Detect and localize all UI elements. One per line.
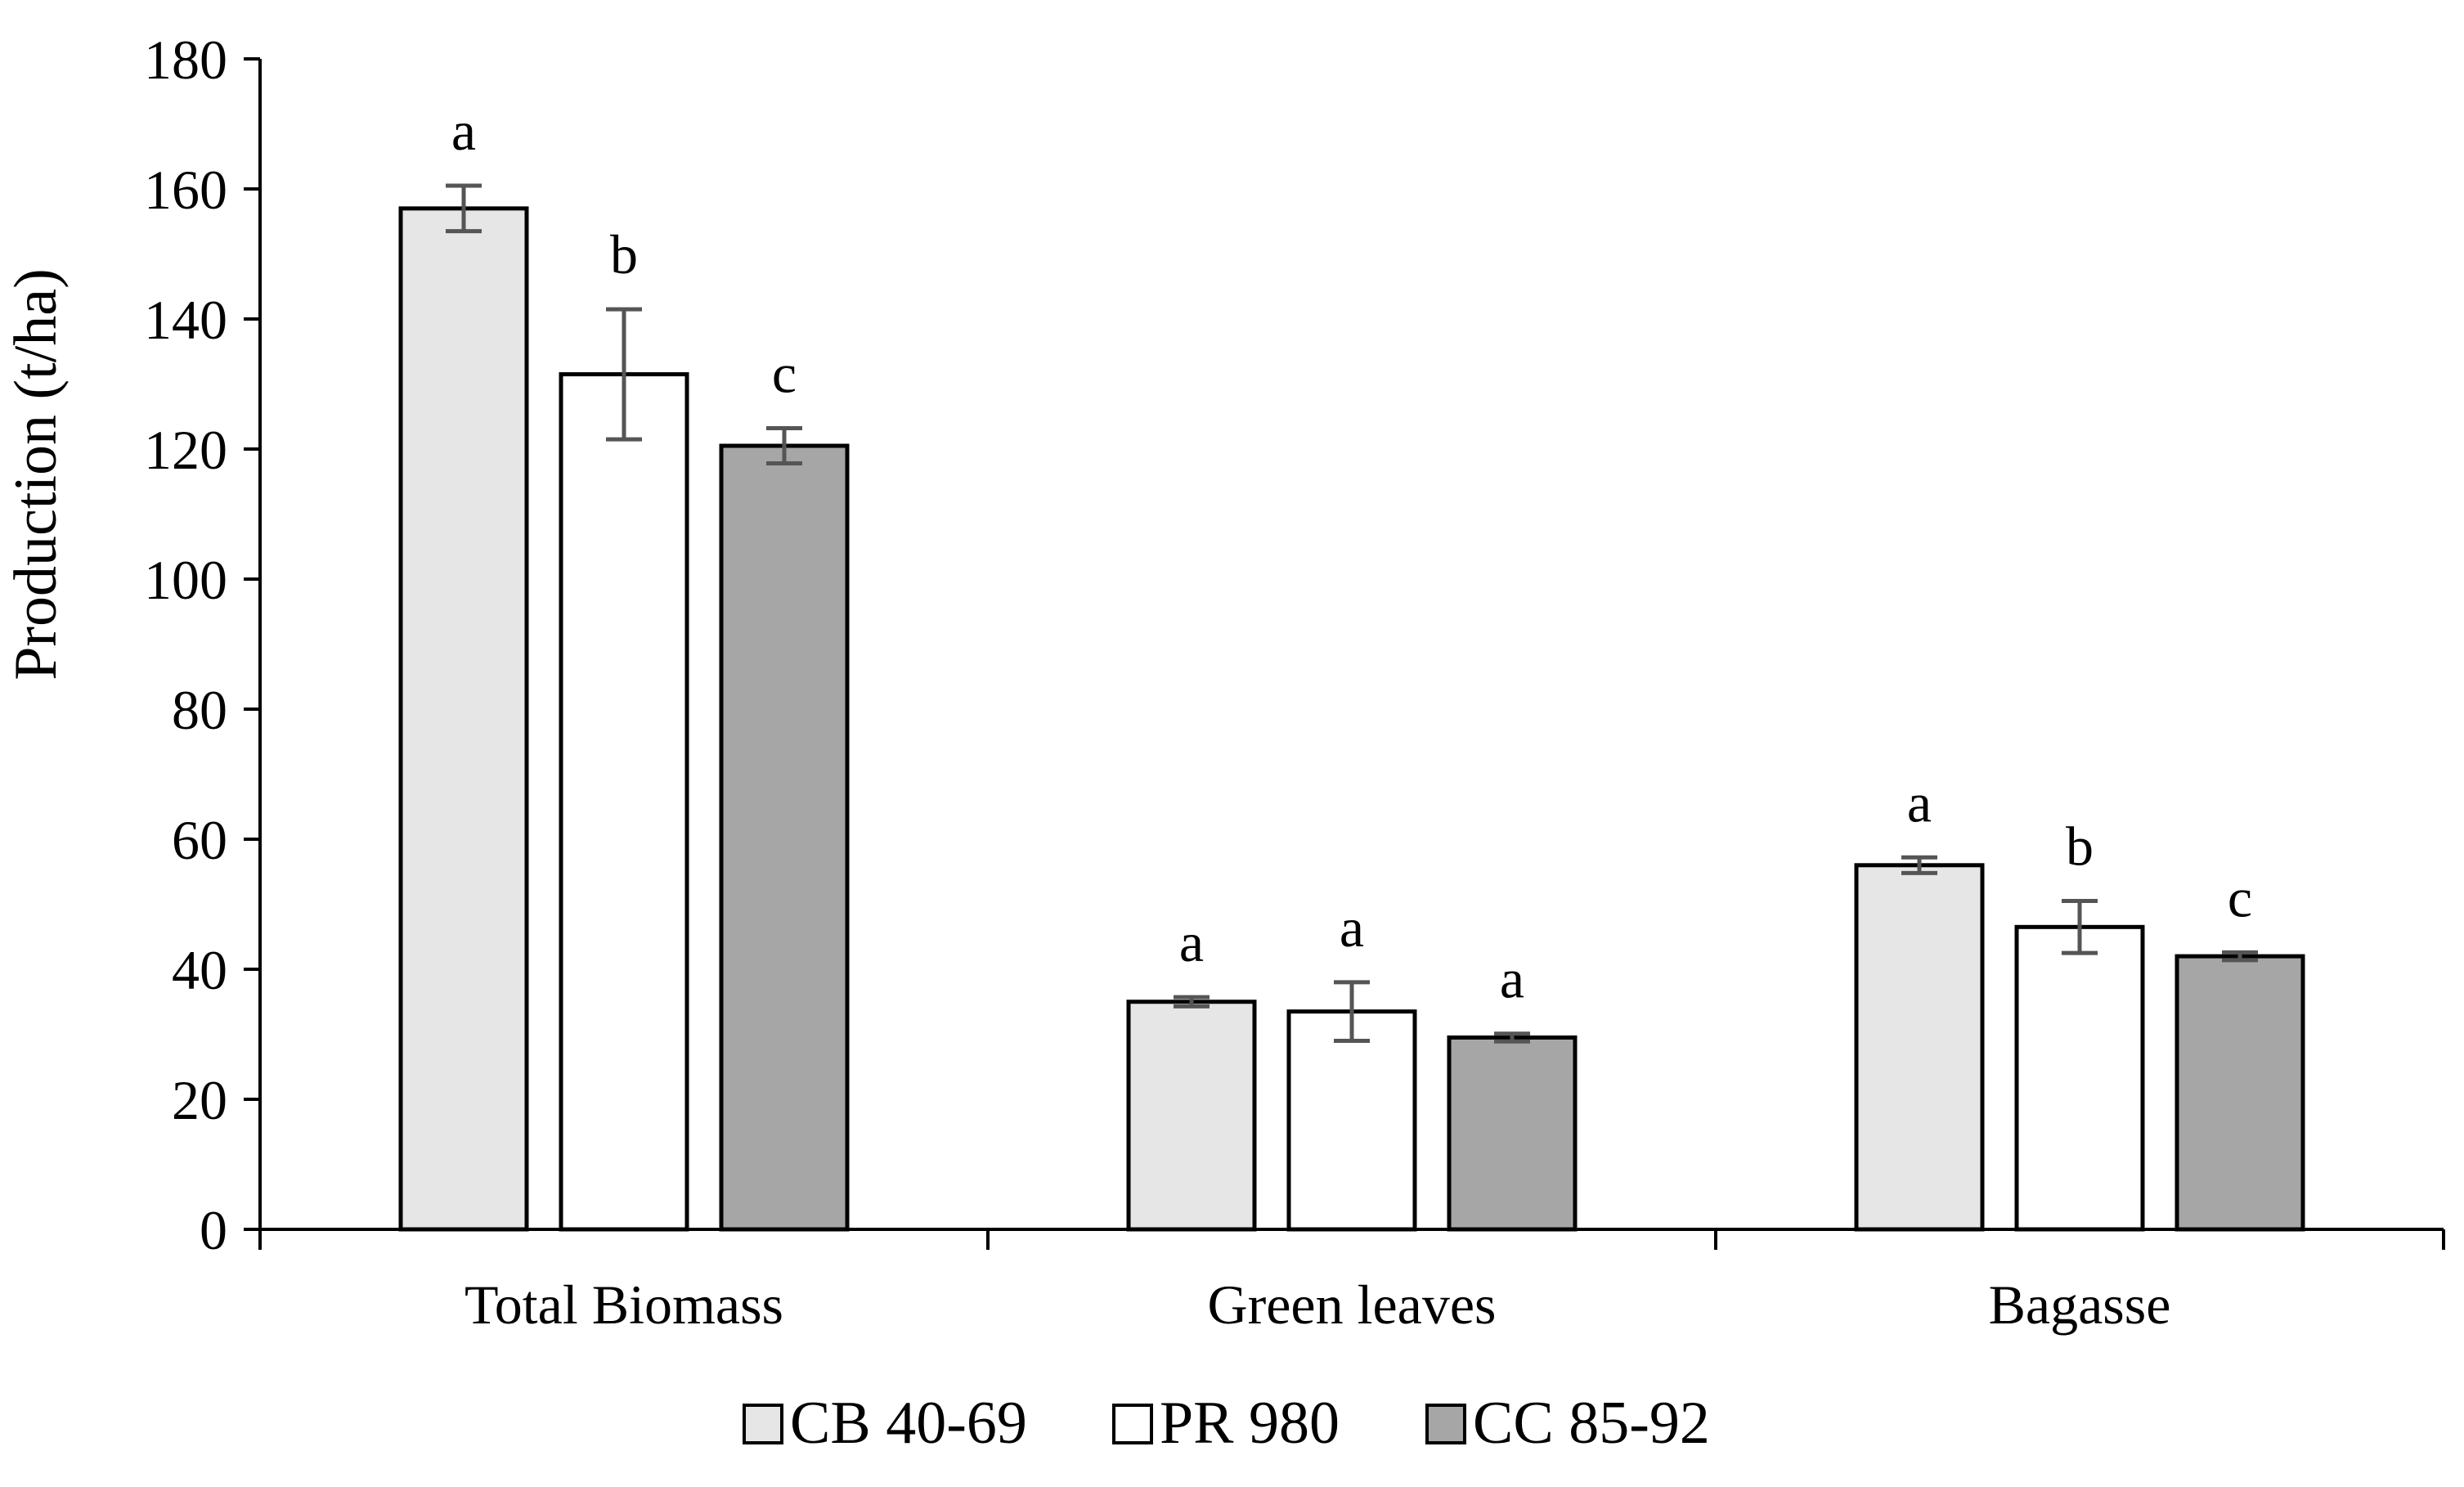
bar	[559, 372, 689, 1232]
chart-bars: a b c a a a a b c	[398, 100, 2305, 1232]
y-tick-label: 20	[172, 1069, 227, 1131]
legend-label: CC 85-92	[1473, 1390, 1710, 1457]
bar	[1126, 1000, 1257, 1232]
y-tick-label: 100	[144, 549, 227, 611]
bar	[719, 443, 850, 1232]
significance-letter: c	[2228, 866, 2252, 928]
bar	[1854, 863, 1985, 1232]
y-tick-label: 60	[172, 809, 227, 871]
y-axis-label: Production (t/ha)	[2, 268, 70, 681]
significance-letter: c	[772, 343, 797, 405]
bar	[398, 206, 529, 1232]
y-tick-label: 80	[172, 679, 227, 741]
legend-swatch	[1112, 1404, 1153, 1444]
legend: CB 40-69 PR 980 CC 85-92	[743, 1390, 1710, 1457]
bar	[1447, 1035, 1578, 1232]
x-tick-label: Bagasse	[1989, 1274, 2171, 1336]
y-tick-label: 140	[144, 289, 227, 351]
x-tick-label: Total Biomass	[465, 1274, 783, 1336]
significance-letter: a	[451, 100, 476, 162]
bar	[2175, 954, 2305, 1232]
chart-axes: 0 20 40 60 80 100 120 140 160 180 Total Biomass Gre…	[144, 29, 2445, 1336]
bar	[1286, 1009, 1417, 1232]
legend-label: CB 40-69	[790, 1390, 1027, 1457]
y-tick-label: 40	[172, 939, 227, 1001]
x-tick-label: Green leaves	[1207, 1274, 1496, 1336]
significance-letter: a	[1179, 911, 1204, 973]
significance-letter: b	[2066, 815, 2094, 878]
y-tick-label: 120	[144, 419, 227, 481]
y-tick-label: 0	[200, 1199, 227, 1261]
legend-swatch	[1425, 1404, 1466, 1444]
significance-letter: a	[1500, 948, 1524, 1010]
significance-letter: b	[610, 223, 638, 285]
significance-letter: a	[1340, 896, 1364, 959]
y-tick-label: 180	[144, 29, 227, 91]
legend-label: PR 980	[1160, 1390, 1340, 1457]
y-tick-label: 160	[144, 159, 227, 221]
significance-letter: a	[1907, 771, 1932, 833]
bar	[2014, 924, 2145, 1232]
legend-swatch	[743, 1404, 783, 1444]
